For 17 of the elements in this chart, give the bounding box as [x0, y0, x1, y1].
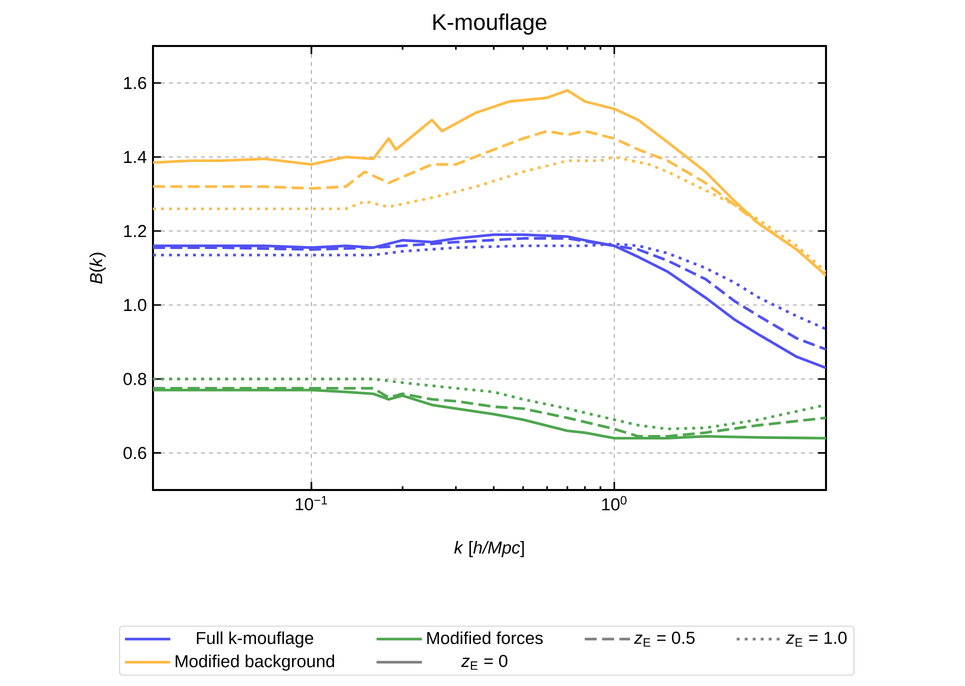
- chart-title: K-mouflage: [433, 14, 546, 35]
- y-tick-label: 0.8: [124, 372, 146, 386]
- legend-label: z$_{E}$ = 1.0: [786, 632, 847, 647]
- y-axis-title: B(k): [90, 252, 106, 284]
- legend-label: Modified forces: [427, 631, 543, 644]
- y-tick-label: 1.2: [124, 224, 146, 238]
- y-tick-label: 0.6: [124, 446, 146, 460]
- legend-label: Modified background: [176, 654, 334, 671]
- legend-label: Full k-mouflage: [196, 631, 314, 648]
- y-tick-label: 1.6: [124, 76, 146, 90]
- legend-label: z$_{E}$ = 0.5: [634, 632, 695, 647]
- x-axis-title: k [h/Mpc]: [454, 540, 524, 558]
- x-tick-label: 10$^{0}$: [602, 496, 626, 510]
- y-tick-label: 1.0: [124, 298, 146, 312]
- y-tick-label: 1.4: [124, 151, 146, 163]
- legend-label: z$_{E}$ = 0: [461, 654, 508, 670]
- x-tick-label: 10$^{−1}$: [296, 496, 328, 510]
